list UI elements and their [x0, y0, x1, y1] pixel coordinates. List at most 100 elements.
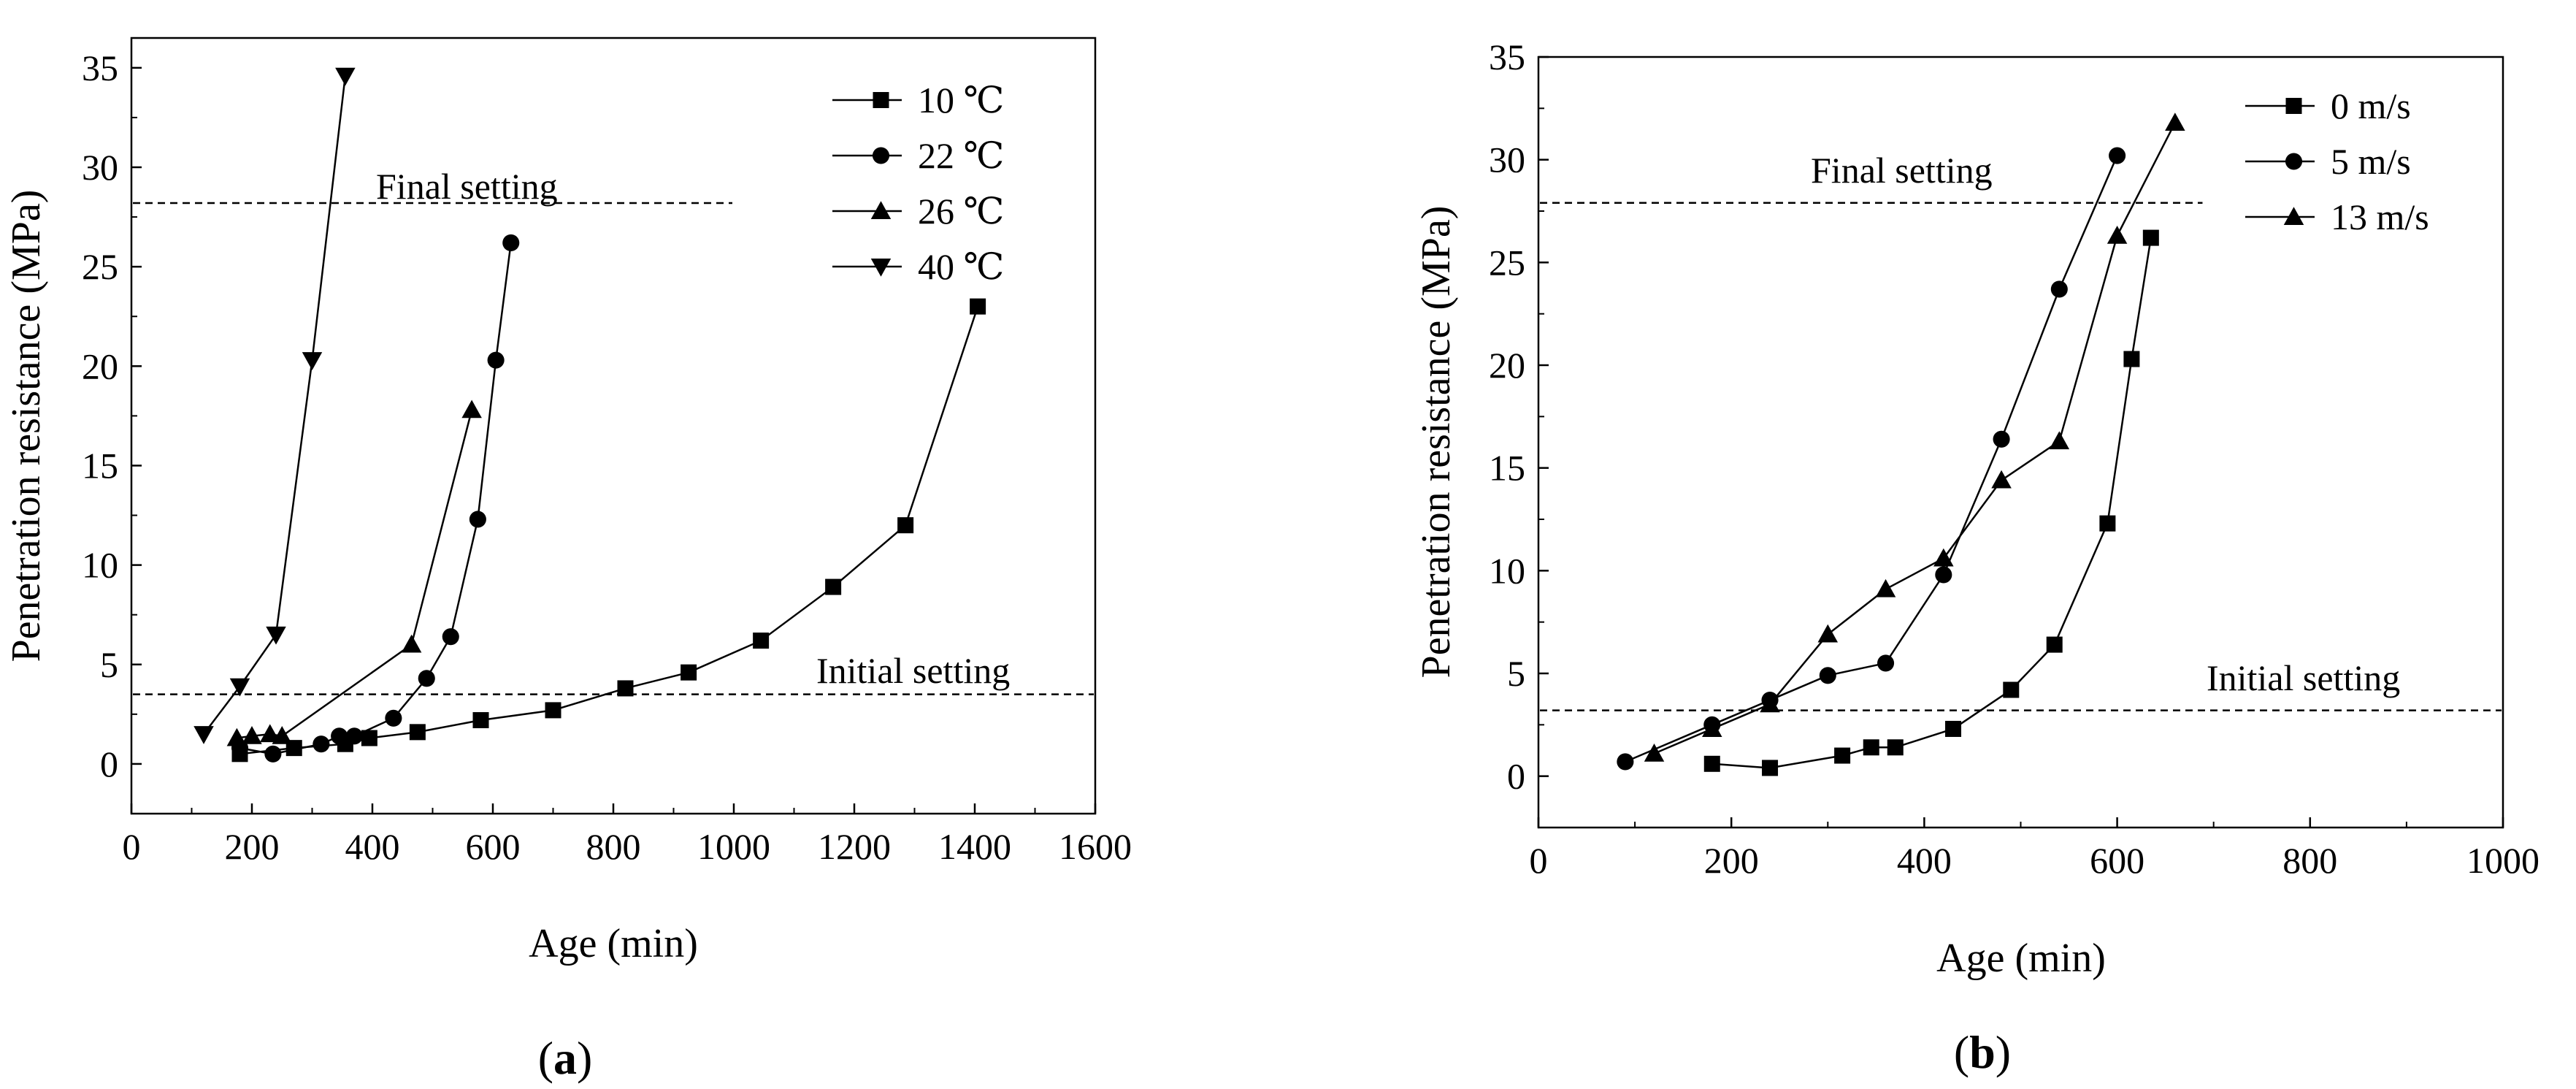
- data-point-b-2-4: [1875, 578, 1896, 597]
- x-tick-label-b-2: 400: [1897, 840, 1952, 881]
- x-tick-label-a-1: 200: [225, 826, 280, 867]
- series-line-b-2: [1654, 122, 2176, 754]
- x-tick-label-b-5: 1000: [2466, 840, 2539, 881]
- data-point-b-1-0: [1617, 753, 1634, 771]
- legend-marker-a-1: [872, 147, 890, 164]
- x-axis-label-a: Age (min): [529, 921, 698, 966]
- data-point-a-2-0: [226, 727, 248, 746]
- y-tick-label-a-5: 25: [82, 246, 118, 287]
- y-axis-label-b: Penetration resistance (MPa): [1414, 206, 1459, 679]
- data-point-a-1-6: [418, 670, 435, 687]
- data-point-a-1-10: [502, 234, 520, 252]
- y-tick-label-b-3: 15: [1489, 448, 1525, 489]
- y-tick-label-a-1: 5: [100, 644, 118, 685]
- data-point-a-0-10: [825, 578, 842, 595]
- legend-marker-a-3: [870, 259, 892, 277]
- data-point-a-0-5: [472, 712, 489, 729]
- x-tick-label-a-7: 1400: [938, 826, 1011, 867]
- data-point-b-0-2: [1834, 747, 1851, 764]
- initial-setting-label-a: Initial setting: [816, 650, 1010, 691]
- y-tick-label-a-4: 20: [82, 345, 118, 386]
- y-tick-label-a-0: 0: [100, 744, 118, 784]
- series-line-a-1: [239, 242, 512, 755]
- reference-lines-b: [1540, 202, 2502, 711]
- chart-panel-a: 0 200 400 600 800 1000 1200 1400 1600 0 5 10 15 20 25 3…: [4, 37, 1132, 1084]
- y-tick-label-b-0: 0: [1507, 756, 1525, 797]
- data-point-a-2-5: [461, 400, 482, 419]
- data-point-a-1-8: [469, 511, 486, 528]
- legend-a: 10 ℃ 22 ℃ 26 ℃ 40 ℃: [832, 80, 1004, 287]
- y-tick-label-b-1: 5: [1507, 653, 1525, 694]
- x-tick-label-b-0: 0: [1530, 840, 1548, 881]
- data-point-b-0-5: [1945, 720, 1962, 737]
- data-point-b-0-7: [2046, 636, 2063, 653]
- data-point-a-1-9: [487, 351, 505, 369]
- y-tick-label-a-7: 35: [82, 47, 118, 88]
- panel-label-b: (b): [1954, 1026, 2011, 1078]
- data-point-a-0-8: [681, 664, 697, 681]
- data-point-a-0-12: [970, 298, 986, 315]
- final-setting-label-b: Final setting: [1811, 150, 1993, 191]
- data-point-a-0-11: [897, 517, 914, 534]
- data-point-a-2-1: [242, 726, 262, 744]
- data-point-b-0-1: [1762, 760, 1779, 776]
- x-tick-label-a-6: 1200: [818, 826, 891, 867]
- final-setting-label-a: Final setting: [376, 166, 558, 207]
- data-point-a-3-3: [302, 352, 323, 370]
- legend-label-a-3: 40 ℃: [918, 246, 1004, 287]
- data-point-b-2-1: [1702, 719, 1722, 737]
- data-point-b-0-6: [2003, 681, 2020, 698]
- data-point-b-0-8: [2099, 515, 2116, 532]
- data-point-b-2-5: [1933, 548, 1954, 567]
- series-b: [1617, 112, 2185, 776]
- y-tick-label-b-6: 30: [1489, 140, 1525, 180]
- data-point-a-1-1: [264, 745, 282, 763]
- legend-label-a-0: 10 ℃: [918, 80, 1004, 121]
- y-tick-label-a-2: 10: [82, 545, 118, 586]
- data-point-b-1-5: [1935, 566, 1952, 584]
- data-point-a-3-4: [335, 67, 356, 86]
- data-point-a-0-6: [545, 702, 561, 719]
- data-point-a-3-2: [266, 626, 286, 645]
- data-point-b-0-10: [2142, 229, 2159, 246]
- x-tick-label-a-8: 1600: [1059, 826, 1132, 867]
- legend-label-b-2: 13 m/s: [2331, 196, 2429, 237]
- x-axis-label-b: Age (min): [1936, 936, 2106, 981]
- x-tick-label-a-0: 0: [123, 826, 141, 867]
- data-point-b-2-3: [1817, 624, 1839, 643]
- y-tick-label-a-6: 30: [82, 147, 118, 188]
- data-point-b-2-7: [2049, 431, 2070, 450]
- legend-b: 0 m/s 5 m/s 13 m/s: [2245, 85, 2429, 237]
- legend-marker-b-0: [2285, 98, 2302, 114]
- panel-label-a: (a): [538, 1032, 593, 1084]
- data-point-b-2-9: [2165, 112, 2185, 131]
- y-tick-label-b-7: 35: [1489, 37, 1525, 77]
- data-point-b-2-2: [1760, 694, 1780, 713]
- legend-label-a-2: 26 ℃: [918, 191, 1004, 232]
- data-point-a-1-2: [313, 735, 330, 753]
- data-point-b-2-6: [1991, 470, 2012, 489]
- x-tick-label-a-4: 800: [586, 826, 641, 867]
- data-point-a-1-3: [331, 727, 348, 745]
- data-point-b-0-3: [1863, 739, 1879, 756]
- data-point-b-1-7: [2050, 280, 2068, 298]
- data-point-a-3-0: [193, 726, 214, 744]
- data-point-a-3-1: [229, 678, 250, 697]
- x-tick-label-b-4: 800: [2282, 840, 2337, 881]
- x-tick-label-a-3: 600: [466, 826, 521, 867]
- data-point-a-2-2: [260, 724, 280, 743]
- y-tick-label-a-3: 15: [82, 445, 118, 486]
- data-point-a-1-4: [345, 727, 363, 745]
- data-point-a-0-4: [409, 724, 426, 741]
- legend-marker-b-1: [2285, 153, 2303, 170]
- data-point-b-0-4: [1887, 739, 1904, 756]
- x-tick-label-a-5: 1000: [697, 826, 770, 867]
- data-point-b-2-0: [1644, 743, 1665, 762]
- x-tick-label-b-3: 600: [2090, 840, 2144, 881]
- data-point-a-1-5: [385, 709, 402, 727]
- data-point-b-1-8: [2109, 147, 2126, 164]
- legend-label-b-0: 0 m/s: [2331, 85, 2411, 126]
- axes-b: 0 200 400 600 800 1000 0 5 10 15 20 25 30 35: [1489, 37, 2539, 881]
- legend-marker-b-2: [2283, 207, 2304, 225]
- data-point-a-0-3: [361, 730, 377, 746]
